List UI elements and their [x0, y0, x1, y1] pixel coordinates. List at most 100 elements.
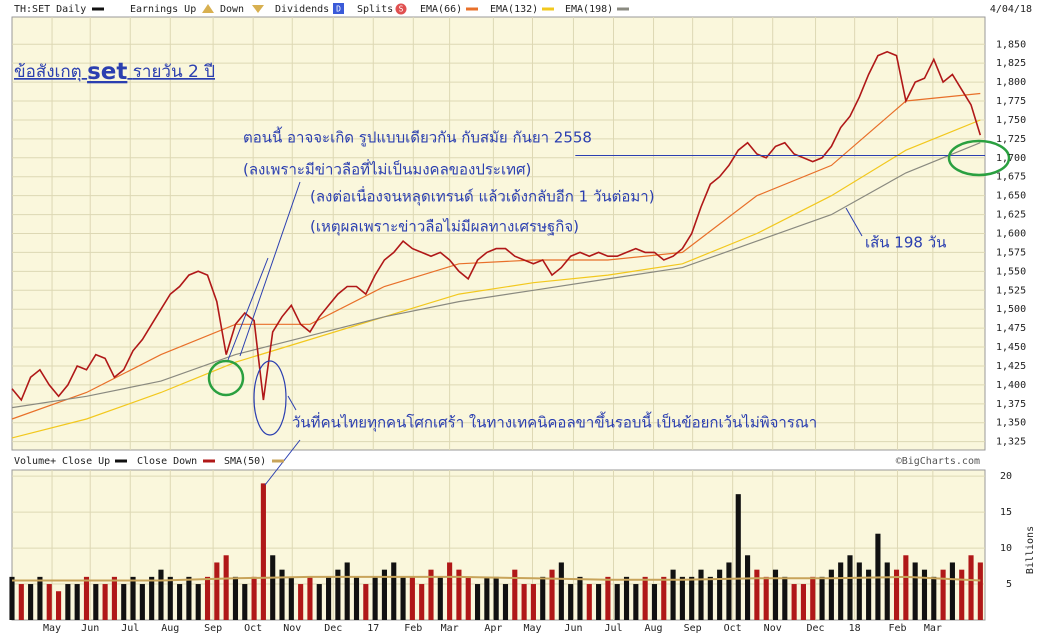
volume-bar: [400, 576, 406, 620]
x-tick-label: Sep: [684, 623, 702, 634]
annotation: เส้น 198 วัน: [865, 234, 946, 252]
volume-bar: [270, 555, 276, 620]
volume-bar: [474, 584, 481, 620]
volume-bar: [605, 576, 611, 620]
circle: [207, 359, 245, 397]
volume-bar: [9, 576, 15, 620]
y-tick-label: 1,850: [996, 39, 1026, 50]
y-tick-label: 20: [1000, 471, 1012, 482]
icon: [252, 5, 264, 13]
legend-label: SMA(50): [224, 456, 266, 467]
y-tick-label: 1,775: [996, 96, 1026, 107]
y-tick-label: 1,825: [996, 58, 1026, 69]
y-tick-label: 1,600: [996, 229, 1026, 240]
volume-bar: [568, 584, 574, 620]
annotation: (ลงเพราะมีข่าวลือที่ไม่เป็นมงคลของประเทศ…: [243, 159, 531, 179]
legend-label: EMA(66): [420, 4, 462, 15]
volume-bar: [530, 584, 536, 620]
volume-bar: [251, 576, 257, 620]
volume-bar: [344, 562, 350, 620]
sma-line: [12, 575, 981, 582]
credit: ©BigCharts.com: [896, 456, 980, 467]
volume-bar: [633, 584, 639, 620]
annotation: (ลงต่อเนื่องจนหลุดเทรนด์ แล้วเด้งกลับอีก…: [310, 186, 655, 207]
volume-bar: [819, 576, 825, 620]
y-tick-label: 10: [1000, 543, 1012, 554]
volume-bar: [447, 562, 453, 620]
volume-bar: [186, 576, 192, 620]
volume-bar: [484, 576, 490, 620]
y-tick-label: 5: [1006, 579, 1012, 590]
volume-bar: [623, 576, 630, 620]
x-tick-label: Jul: [604, 623, 622, 634]
volume-bar: [158, 569, 164, 620]
volume-bar: [828, 569, 834, 620]
volume-bar: [698, 569, 704, 620]
ellipse: [253, 360, 287, 436]
volume-bar: [232, 576, 239, 620]
icon-label: D: [336, 5, 341, 14]
legend-label: Dividends: [275, 4, 329, 15]
annotation: ตอนนี้ อาจจะเกิด รูปแบบเดียวกัน กับสมัย …: [243, 127, 592, 147]
x-tick-label: Apr: [484, 623, 502, 634]
legend-label: Splits: [357, 4, 393, 15]
y-tick-label: 1,525: [996, 285, 1026, 296]
icon: [395, 3, 407, 15]
volume-bar: [838, 562, 844, 620]
volume-bar: [74, 584, 80, 620]
volume-bar: [149, 576, 155, 620]
y-tick-label: 1,350: [996, 418, 1026, 429]
volume-bar: [93, 584, 99, 620]
volume-bar: [661, 576, 667, 620]
volume-bar: [130, 576, 136, 620]
volume-bar: [903, 555, 909, 620]
volume-bar: [940, 569, 946, 620]
volume-bar: [782, 576, 788, 620]
volume-bar: [921, 569, 928, 620]
volume-bar: [717, 569, 723, 620]
x-tick-label: Aug: [161, 623, 179, 634]
volume-bar: [754, 569, 760, 620]
volume-bar: [502, 584, 509, 620]
volume-bar: [847, 555, 853, 620]
y-tick-label: 1,675: [996, 172, 1026, 183]
volume-bar: [763, 576, 769, 620]
volume-bar: [139, 584, 145, 620]
volume-bar: [521, 584, 527, 620]
legend-label: EMA(198): [565, 4, 613, 15]
volume-bar: [223, 555, 229, 620]
volume-bar: [28, 584, 34, 620]
x-tick-label: Dec: [807, 623, 825, 634]
marks: [9, 50, 985, 620]
volume-bar: [279, 569, 285, 620]
volume-bar: [372, 576, 378, 620]
x-tick-label: Oct: [724, 623, 742, 634]
ema-line: [11, 92, 981, 420]
annotation: วันที่คนไทยทุกคนโศกเศร้า ในทางเทคนิคอลขา…: [292, 412, 817, 433]
legend-label: Volume+: [14, 456, 56, 467]
legend-label: TH:SET Daily: [14, 4, 86, 15]
volume-bar: [707, 576, 713, 620]
volume-bar: [195, 584, 201, 620]
volume-bar: [745, 555, 751, 620]
volume-bar: [800, 584, 806, 620]
x-tick-label: Mar: [924, 623, 942, 634]
y-tick-label: 1,700: [996, 153, 1026, 164]
price-line: [11, 50, 982, 402]
x-tick-label: May: [523, 623, 541, 634]
volume-bar: [381, 569, 388, 620]
legend-label: Close Down: [137, 456, 197, 467]
x-tick-label: Nov: [283, 623, 301, 634]
y-tick-label: 1,725: [996, 134, 1026, 145]
y-tick-label: 1,550: [996, 266, 1026, 277]
volume-bar: [689, 576, 695, 620]
volume-bar: [642, 576, 648, 620]
volume-bar: [167, 576, 173, 620]
volume-bar: [465, 576, 471, 620]
volume-bar: [912, 562, 918, 620]
volume-bar: [335, 569, 341, 620]
ema-line: [11, 119, 981, 439]
pointer: [845, 207, 863, 237]
ema-line: [11, 142, 981, 409]
volume-bar: [83, 576, 90, 620]
